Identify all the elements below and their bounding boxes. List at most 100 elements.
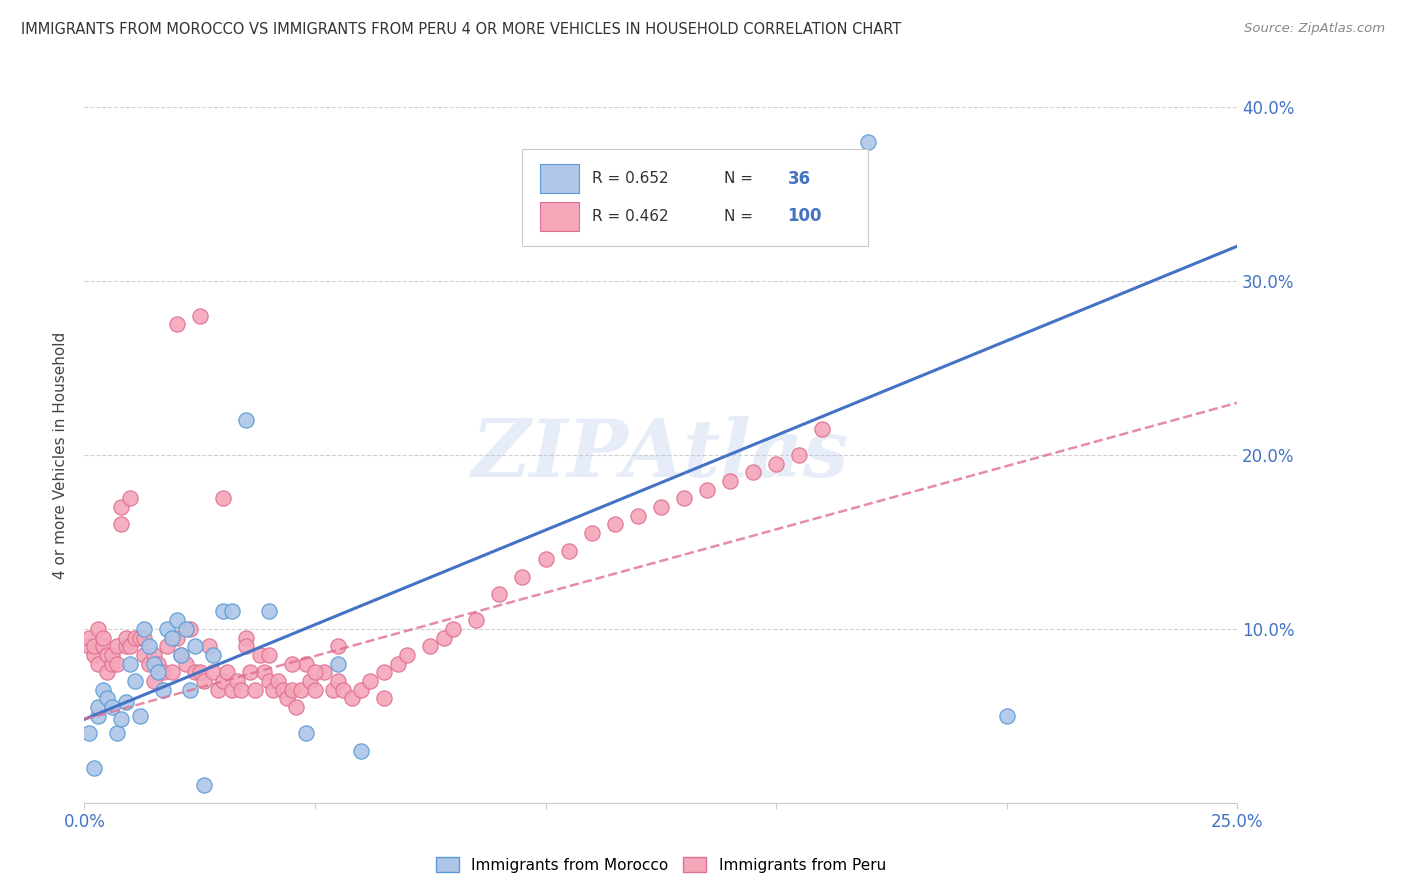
Y-axis label: 4 or more Vehicles in Household: 4 or more Vehicles in Household — [53, 331, 69, 579]
Text: N =: N = — [724, 171, 754, 186]
Point — [257, 674, 280, 689]
Point — [128, 708, 150, 723]
Point — [650, 500, 672, 514]
Point — [276, 691, 298, 706]
Point — [142, 657, 165, 671]
Point — [138, 639, 160, 653]
Point — [441, 622, 464, 636]
Point — [96, 648, 118, 662]
Point — [359, 674, 381, 689]
Point — [91, 682, 114, 697]
Legend: Immigrants from Morocco, Immigrants from Peru: Immigrants from Morocco, Immigrants from… — [430, 850, 891, 879]
Point — [858, 135, 880, 149]
Point — [160, 631, 183, 645]
Point — [396, 648, 419, 662]
Point — [225, 674, 247, 689]
Point — [115, 695, 138, 709]
Point — [765, 457, 787, 471]
Point — [188, 665, 211, 680]
Point — [257, 648, 280, 662]
Point — [146, 657, 169, 671]
Text: Source: ZipAtlas.com: Source: ZipAtlas.com — [1244, 22, 1385, 36]
Point — [120, 639, 142, 653]
Point — [314, 665, 336, 680]
Point — [87, 708, 110, 723]
Point — [166, 631, 188, 645]
Point — [326, 657, 349, 671]
FancyBboxPatch shape — [540, 202, 579, 231]
Point — [326, 674, 349, 689]
Point — [253, 665, 276, 680]
Point — [188, 309, 211, 323]
Point — [160, 665, 183, 680]
FancyBboxPatch shape — [523, 149, 869, 246]
Point — [281, 657, 304, 671]
Point — [433, 631, 456, 645]
Point — [672, 491, 695, 506]
Point — [512, 570, 534, 584]
Point — [211, 605, 233, 619]
Point — [110, 517, 132, 532]
Point — [91, 639, 114, 653]
Point — [811, 422, 834, 436]
Point — [87, 657, 110, 671]
Point — [294, 726, 316, 740]
Point — [193, 674, 215, 689]
Point — [134, 631, 156, 645]
Point — [211, 674, 233, 689]
Point — [211, 491, 233, 506]
Point — [184, 639, 207, 653]
Point — [184, 665, 207, 680]
Point — [373, 665, 395, 680]
Point — [202, 648, 225, 662]
Point — [138, 657, 160, 671]
Point — [326, 639, 349, 653]
Text: ZIPAtlas: ZIPAtlas — [472, 417, 849, 493]
Point — [166, 613, 188, 627]
Point — [77, 726, 100, 740]
Point — [142, 674, 165, 689]
Point — [87, 700, 110, 714]
Point — [995, 708, 1018, 723]
Point — [322, 682, 344, 697]
Text: 100: 100 — [787, 207, 823, 226]
Point — [488, 587, 510, 601]
Point — [120, 491, 142, 506]
Point — [87, 622, 110, 636]
Point — [179, 622, 201, 636]
Point — [557, 543, 579, 558]
Point — [105, 639, 128, 653]
Point — [152, 665, 174, 680]
Point — [373, 691, 395, 706]
Point — [91, 631, 114, 645]
Text: R = 0.652: R = 0.652 — [592, 171, 668, 186]
Text: R = 0.462: R = 0.462 — [592, 209, 668, 224]
Point — [787, 448, 810, 462]
Point — [193, 778, 215, 792]
Point — [239, 665, 262, 680]
Point — [179, 682, 201, 697]
Point — [115, 631, 138, 645]
Point — [387, 657, 409, 671]
Point — [124, 674, 146, 689]
Point — [217, 665, 239, 680]
Point — [340, 691, 363, 706]
Text: 36: 36 — [787, 169, 811, 187]
Point — [534, 552, 557, 566]
Point — [110, 500, 132, 514]
Point — [350, 744, 373, 758]
Point — [101, 648, 124, 662]
Point — [101, 700, 124, 714]
Point — [134, 622, 156, 636]
Point — [124, 631, 146, 645]
Point — [142, 648, 165, 662]
Point — [290, 682, 312, 697]
Point — [166, 318, 188, 332]
Point — [718, 474, 741, 488]
Point — [174, 622, 197, 636]
Point — [96, 691, 118, 706]
Point — [243, 682, 266, 697]
Point — [174, 657, 197, 671]
Point — [304, 665, 326, 680]
Text: N =: N = — [724, 209, 754, 224]
